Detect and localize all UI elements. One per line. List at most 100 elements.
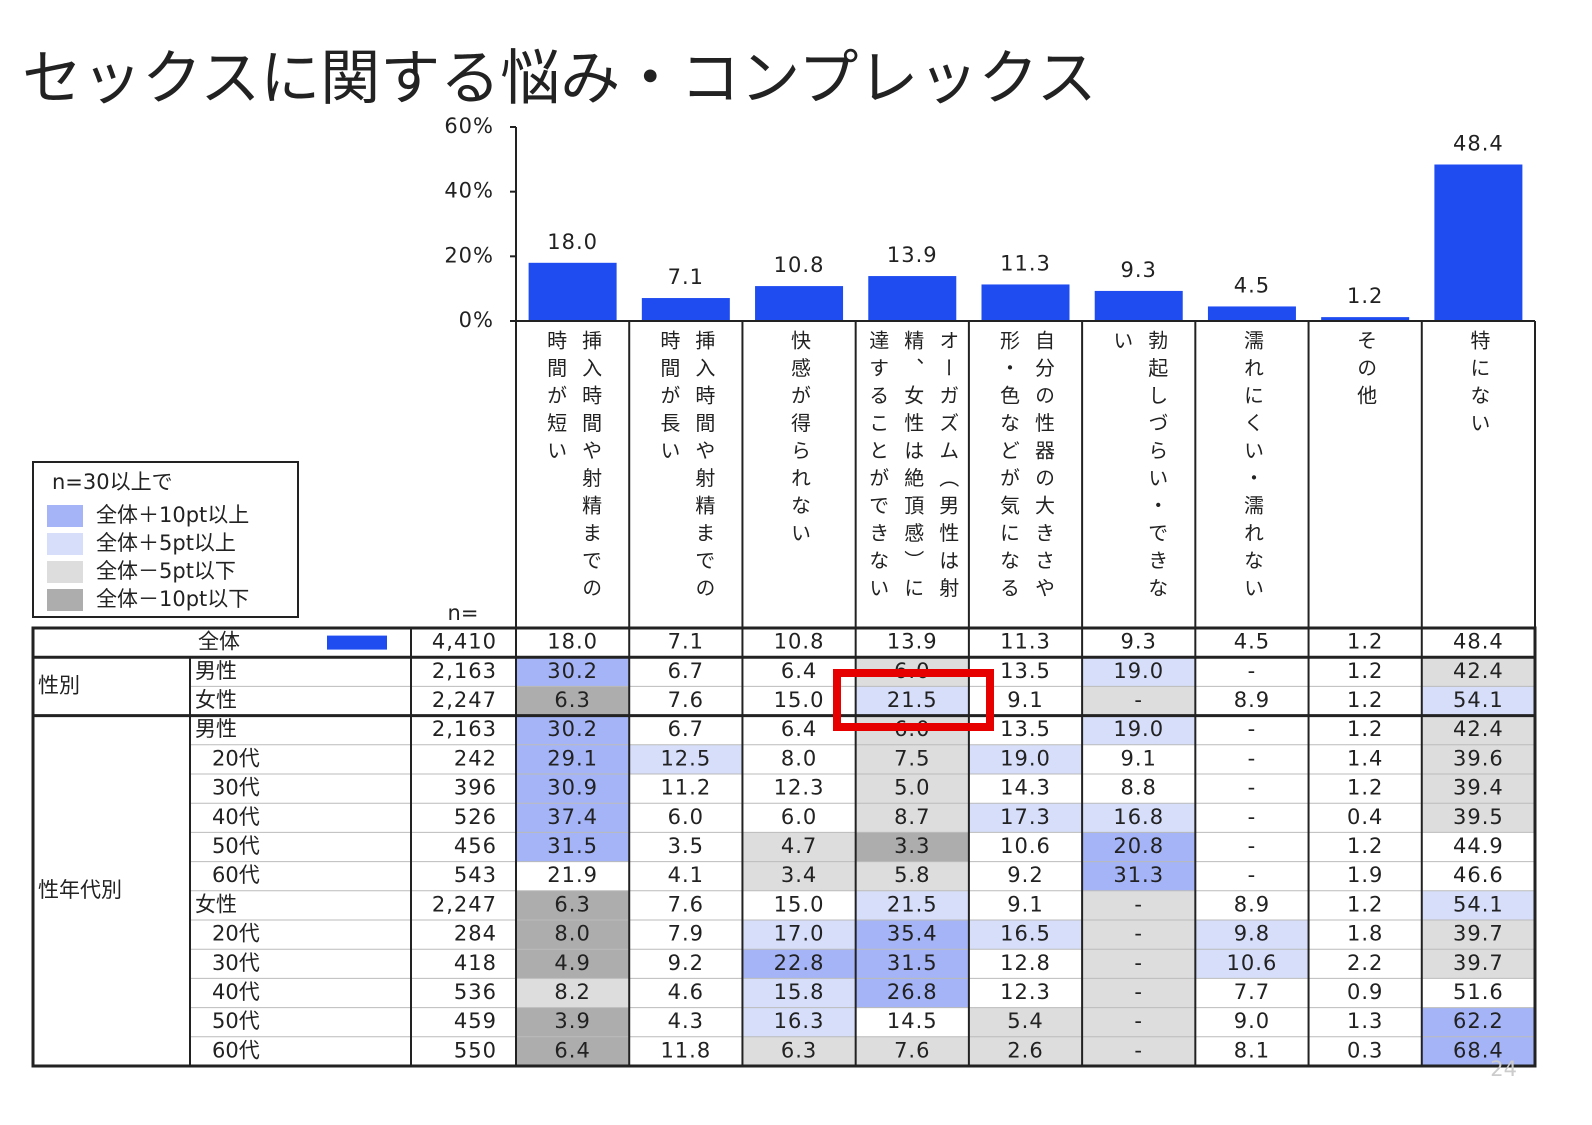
cell-value: - [1248,659,1257,683]
cell-value: 1.2 [1347,688,1383,712]
row-label: 30代 [212,951,260,975]
cell-shade [1082,657,1196,687]
cell-value: 7.9 [668,922,704,946]
cell-shade [1082,861,1196,891]
cell-value: 9.0 [1234,1009,1270,1033]
category-box: 挿入時間や射精までの時間が短い [516,330,629,620]
cell-shade [742,861,856,891]
cell-value: - [1248,805,1257,829]
cell-shade [1421,657,1535,687]
y-tick-label: 60% [444,114,494,138]
cell-value: 19.0 [1000,746,1051,770]
cell-value: 17.3 [1000,805,1051,829]
category-label: 勃起しづらい・できない [1109,330,1169,605]
value-label: 10.8 [774,253,825,277]
cell-value: 12.3 [774,776,825,800]
legend-swatch [47,505,83,527]
cell-shade [1421,890,1535,920]
y-tick-label: 0% [459,308,494,332]
row-label: 60代 [212,863,260,887]
cell-value: 30.2 [547,659,598,683]
cell-shade [516,949,630,979]
y-tick-label: 20% [444,243,494,267]
cell-value: 5.0 [894,776,930,800]
cell-shade [1195,920,1309,950]
row-label: 全体 [198,630,240,654]
cell-value: 1.2 [1347,717,1383,741]
cell-value: 11.8 [660,1038,711,1062]
row-label: 20代 [212,922,260,946]
row-n: 459 [454,1009,497,1033]
cell-shade [1421,744,1535,774]
cell-value: 0.3 [1347,1038,1383,1062]
category-label: 挿入時間や射精までの時間が長い [656,330,716,605]
cell-shade [1082,803,1196,833]
cell-value: 12.8 [1000,951,1051,975]
n-header: n= [448,601,479,625]
cell-value: - [1134,688,1143,712]
cell-value: 5.4 [1007,1009,1043,1033]
cell-value: 46.6 [1453,863,1504,887]
legend-swatch [47,561,83,583]
cell-shade [968,1007,1083,1037]
category-label: 自分の性器の大きさや形・色などが気になる [996,330,1056,605]
cell-shade [855,978,969,1008]
row-label: 40代 [212,980,260,1004]
cell-shade [516,657,630,687]
cell-value: 31.5 [887,951,938,975]
value-label: 7.1 [668,265,704,289]
cell-value: 1.8 [1347,922,1383,946]
cell-value: 30.9 [547,776,598,800]
cell-value: - [1134,1009,1143,1033]
row-n: 2,247 [432,892,497,916]
cell-value: 13.5 [1000,659,1051,683]
cell-value: 54.1 [1453,688,1504,712]
row-n: 242 [454,746,497,770]
cell-value: 44.9 [1453,834,1504,858]
bar [755,286,844,321]
bar [1094,290,1183,321]
legend-swatch [47,533,83,555]
row-label: 20代 [212,746,260,770]
cell-value: 17.0 [774,922,825,946]
cell-value: 39.7 [1453,951,1504,975]
cell-value: 11.3 [1000,630,1051,654]
legend-swatch [47,589,83,611]
cell-value: 4.6 [668,980,704,1004]
cell-value: 37.4 [547,805,598,829]
cell-value: 3.9 [554,1009,590,1033]
cell-shade [1082,920,1196,950]
cell-value: 10.8 [774,630,825,654]
cell-value: - [1248,776,1257,800]
cell-value: 7.5 [894,746,930,770]
row-n: 456 [454,834,497,858]
cell-value: 21.9 [547,863,598,887]
cell-value: 10.6 [1000,834,1051,858]
cell-shade [1421,1036,1535,1066]
cell-shade [742,1007,856,1037]
row-n: 284 [454,922,497,946]
cell-value: 14.5 [887,1009,938,1033]
row-n: 2,163 [432,659,497,683]
cell-value: 15.0 [774,892,825,916]
cell-shade [1421,774,1535,804]
cell-value: 8.2 [554,980,590,1004]
cell-shade [1421,715,1535,745]
cell-shade [1082,949,1196,979]
cell-shade [516,978,630,1008]
cell-value: 7.6 [894,1038,930,1062]
row-n: 4,410 [432,630,497,654]
cell-value: 16.8 [1113,805,1164,829]
cell-value: 1.2 [1347,892,1383,916]
cell-shade [855,803,969,833]
cell-value: - [1248,717,1257,741]
category-label: 濡れにくい・濡れない [1240,330,1265,605]
cell-value: 9.8 [1234,922,1270,946]
cell-value: 7.6 [668,892,704,916]
cell-shade [855,774,969,804]
cell-value: 1.2 [1347,630,1383,654]
cell-value: - [1134,951,1143,975]
cell-value: 9.2 [1007,863,1043,887]
cell-value: 5.8 [894,863,930,887]
cell-shade [516,832,630,862]
